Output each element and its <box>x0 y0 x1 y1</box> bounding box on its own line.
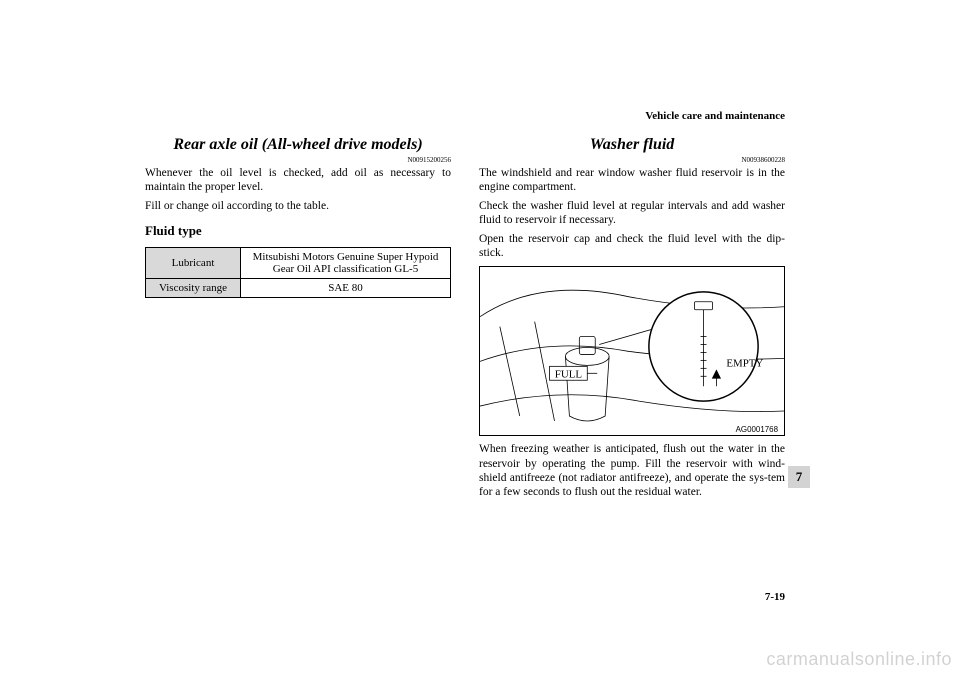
washer-para4: When freezing weather is anticipated, fl… <box>479 442 785 500</box>
washer-para2: Check the washer fluid level at regular … <box>479 199 785 228</box>
washer-para3: Open the reservoir cap and check the flu… <box>479 232 785 261</box>
washer-fluid-title: Washer fluid <box>479 136 785 154</box>
header-label: Vehicle care and maintenance <box>145 110 785 122</box>
table-value: Mitsubishi Motors Genuine Super Hypoid G… <box>241 248 451 279</box>
washer-para1: The windshield and rear window washer fl… <box>479 166 785 195</box>
fluid-type-table: Lubricant Mitsubishi Motors Genuine Supe… <box>145 247 451 298</box>
table-row: Lubricant Mitsubishi Motors Genuine Supe… <box>146 248 451 279</box>
right-column: Washer fluid N00938600228 The windshield… <box>479 136 785 504</box>
rear-axle-para1: Whenever the oil level is checked, add o… <box>145 166 451 195</box>
rear-axle-para2: Fill or change oil according to the tabl… <box>145 199 451 213</box>
watermark: carmanualsonline.info <box>766 649 952 670</box>
washer-fluid-doc-id: N00938600228 <box>479 156 785 164</box>
left-column: Rear axle oil (All-wheel drive models) N… <box>145 136 451 504</box>
washer-fluid-figure: FULL <box>479 266 785 436</box>
section-tab: 7 <box>788 466 810 488</box>
empty-label: EMPTY <box>726 358 763 370</box>
table-value: SAE 80 <box>241 279 451 298</box>
table-label: Lubricant <box>146 248 241 279</box>
rear-axle-title: Rear axle oil (All-wheel drive models) <box>145 136 451 154</box>
washer-diagram-svg: FULL <box>480 267 784 436</box>
table-row: Viscosity range SAE 80 <box>146 279 451 298</box>
table-label: Viscosity range <box>146 279 241 298</box>
figure-id: AG0001768 <box>736 425 779 434</box>
page-number: 7-19 <box>765 591 785 603</box>
rear-axle-doc-id: N00915200256 <box>145 156 451 164</box>
fluid-type-heading: Fluid type <box>145 223 451 239</box>
full-label: FULL <box>555 369 582 381</box>
